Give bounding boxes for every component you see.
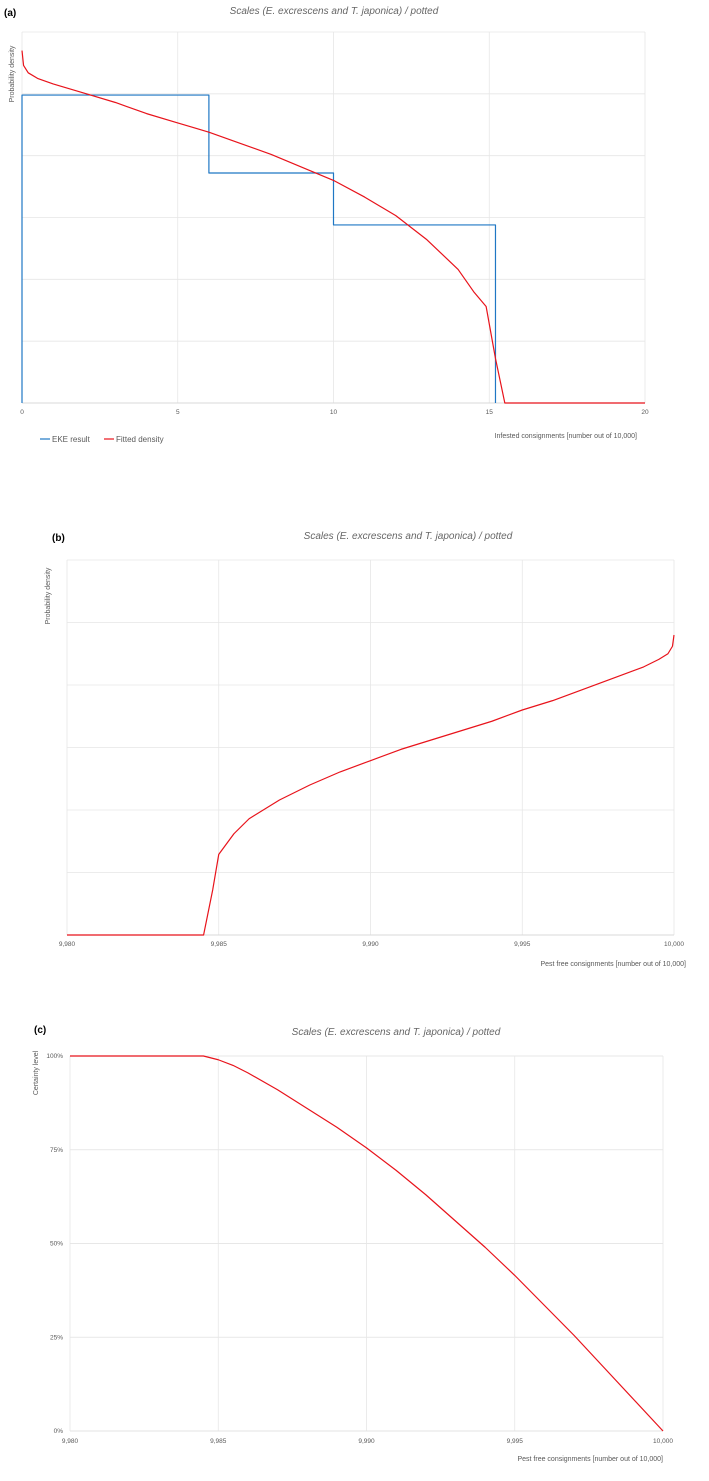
panel-a-title: Scales (E. excrescens and T. japonica) /… xyxy=(230,6,439,17)
panel-c-y-axis-label: Certainty level xyxy=(33,1050,40,1095)
panel-c-series-certainty-level xyxy=(70,1055,664,1432)
panel-a-x-tick-label: 10 xyxy=(330,409,338,416)
panel-b: (b) Scales (E. excrescens and T. japonic… xyxy=(45,531,686,968)
panel-b-title: Scales (E. excrescens and T. japonica) /… xyxy=(304,531,513,542)
panel-c-plot-area: 9,980 9,985 9,990 9,995 10,000 0% 25% 50% 75% 100… xyxy=(46,1053,673,1445)
panel-a-x-axis-label: Infested consignments [number out of 10,… xyxy=(495,433,637,440)
panel-c-y-tick-label: 100% xyxy=(46,1053,63,1060)
panel-a-x-tick-label: 15 xyxy=(486,409,494,416)
panel-c: (c) Scales (E. excrescens and T. japonic… xyxy=(33,1025,673,1463)
panel-c-x-tick-label: 9,985 xyxy=(210,1438,227,1445)
panel-b-x-axis-label: Pest free consignments [number out of 10… xyxy=(540,961,686,968)
panel-b-y-axis-label: Probability density xyxy=(45,567,52,624)
panel-b-x-tick-label: 9,985 xyxy=(211,941,228,948)
panel-a-label: (a) xyxy=(4,8,16,19)
panel-c-x-tick-label: 9,995 xyxy=(507,1438,524,1445)
panel-a: (a) Scales (E. excrescens and T. japonic… xyxy=(4,6,649,444)
panel-a-plot-area: 0 5 10 15 20 xyxy=(20,31,649,416)
panel-c-x-tick-label: 10,000 xyxy=(653,1438,673,1445)
panel-c-title: Scales (E. excrescens and T. japonica) /… xyxy=(292,1027,501,1038)
panel-a-x-tick-label: 0 xyxy=(20,409,24,416)
panel-c-y-tick-label: 0% xyxy=(54,1428,64,1435)
panel-b-x-tick-label: 9,990 xyxy=(362,941,379,948)
panel-c-x-axis-label: Pest free consignments [number out of 10… xyxy=(517,1456,663,1463)
panel-a-y-axis-label: Probability density xyxy=(9,45,16,102)
panel-c-y-tick-label: 75% xyxy=(50,1147,63,1154)
panel-b-series-fitted-density xyxy=(67,634,675,936)
panel-b-x-tick-label: 9,980 xyxy=(59,941,76,948)
panel-a-legend: EKE result Fitted density xyxy=(40,435,164,444)
panel-b-label: (b) xyxy=(52,533,65,544)
panel-a-x-tick-label: 5 xyxy=(176,409,180,416)
panel-c-label: (c) xyxy=(34,1025,46,1036)
panel-c-y-tick-label: 25% xyxy=(50,1334,63,1341)
panel-a-series-eke-result xyxy=(21,94,497,403)
panel-c-y-tick-label: 50% xyxy=(50,1241,63,1248)
panel-a-series-fitted-density xyxy=(21,50,645,404)
panel-b-x-tick-label: 9,995 xyxy=(514,941,531,948)
panel-b-x-tick-label: 10,000 xyxy=(664,941,684,948)
panel-a-x-tick-label: 20 xyxy=(641,409,649,416)
legend-label-fitted-density: Fitted density xyxy=(116,435,164,444)
panel-b-plot-area: 9,980 9,985 9,990 9,995 10,000 xyxy=(59,559,684,948)
panel-c-x-tick-label: 9,990 xyxy=(358,1438,375,1445)
panel-c-x-tick-label: 9,980 xyxy=(62,1438,79,1445)
legend-label-eke-result: EKE result xyxy=(52,435,91,444)
